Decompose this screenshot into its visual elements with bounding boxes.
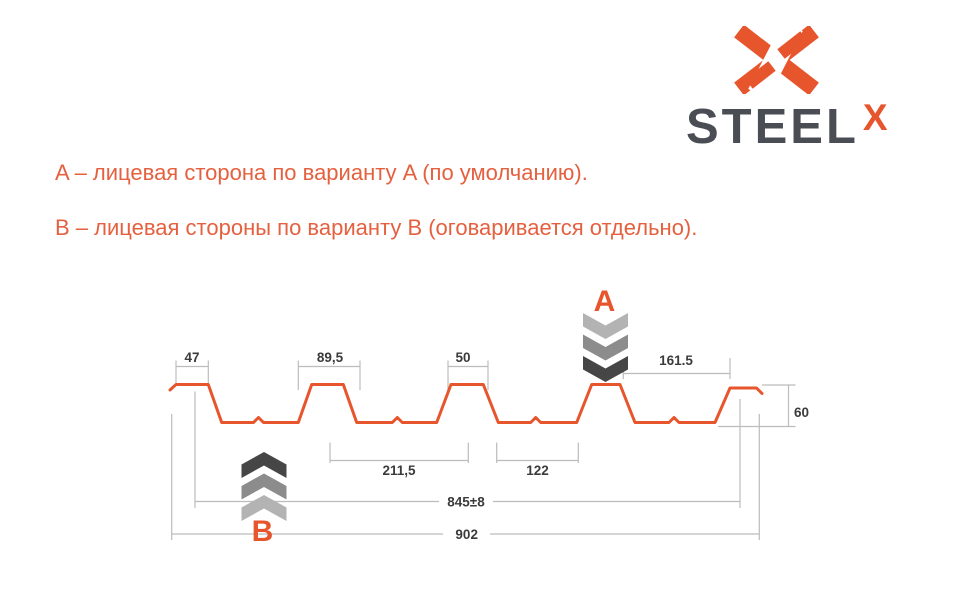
steelx-logo: STEEL X <box>686 20 946 155</box>
steelx-x-icon <box>734 26 819 94</box>
brand-wordmark: STEEL X <box>686 99 888 154</box>
dim-122-label: 122 <box>526 463 549 478</box>
dim-60-label: 60 <box>794 405 809 420</box>
note-variant-a: A – лицевая сторона по варианту A (по ум… <box>55 160 588 185</box>
dim-50-label: 50 <box>455 350 470 365</box>
dim-47-label: 47 <box>184 350 199 365</box>
dim-47 <box>175 360 209 383</box>
marker-b-letter: B <box>252 515 274 548</box>
brand-sup-x: X <box>862 97 888 138</box>
dim-60 <box>718 384 796 428</box>
note-variant-b: B – лицевая стороны по варианту B (огова… <box>55 215 698 240</box>
dim-902-label: 902 <box>455 527 478 542</box>
dim-122 <box>496 442 579 463</box>
chevron-b-icon <box>241 452 287 521</box>
dim-211-5-label: 211,5 <box>382 463 416 478</box>
dim-845-label: 845±8 <box>447 495 485 510</box>
brand-name: STEEL <box>686 100 859 154</box>
dim-902-label-bg <box>443 526 490 541</box>
dim-211-5 <box>329 442 469 463</box>
dim-161-5-label: 161.5 <box>659 353 693 368</box>
dim-89-5-label: 89,5 <box>317 350 344 365</box>
profile-outline <box>168 383 764 424</box>
dim-89-5 <box>297 360 361 390</box>
marker-a-letter: A <box>594 285 616 318</box>
dim-50 <box>447 360 489 390</box>
dim-845-label-bg <box>439 493 493 509</box>
chevron-a-icon <box>583 313 628 382</box>
